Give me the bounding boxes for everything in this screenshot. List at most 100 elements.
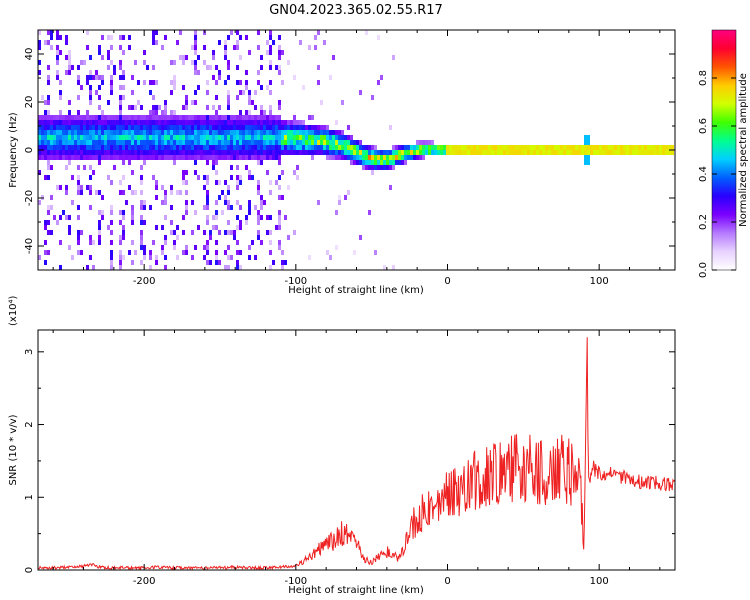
heatmap-cell [251,115,254,120]
heatmap-cell [287,145,290,150]
heatmap-cell [77,190,80,195]
heatmap-cell [362,165,365,170]
heatmap-cell [176,120,179,125]
heatmap-cell [665,145,668,150]
heatmap-cell [119,120,122,125]
heatmap-cell [80,145,83,150]
heatmap-cell [44,125,47,130]
heatmap-cell [176,150,179,155]
heatmap-cell [350,145,353,150]
heatmap-cell [38,145,41,150]
heatmap-cell [224,200,227,205]
heatmap-cell [218,120,221,125]
heatmap-cell [134,125,137,130]
heatmap-cell [77,95,80,100]
heatmap-cell [161,115,164,120]
heatmap-cell [236,225,239,230]
heatmap-cell [587,145,590,150]
snr-x-axis-label: Height of straight line (km) [288,585,424,596]
heatmap-cell [557,150,560,155]
heatmap-cell [236,175,239,180]
heatmap-cell [38,150,41,155]
heatmap-cell [173,135,176,140]
heatmap-cell [68,230,71,235]
heatmap-cell [191,115,194,120]
heatmap-cell [65,115,68,120]
heatmap-cell [77,240,80,245]
heatmap-cell [218,195,221,200]
heatmap-cell [206,145,209,150]
heatmap-cell [131,140,134,145]
heatmap-cell [668,145,671,150]
heatmap-cell [569,145,572,150]
heatmap-cell [131,210,134,215]
heatmap-cell [152,105,155,110]
heatmap-cell [215,250,218,255]
heatmap-cell [182,55,185,60]
heatmap-cell [149,250,152,255]
heatmap-cell [152,145,155,150]
heatmap-cell [56,45,59,50]
heatmap-cell [215,120,218,125]
heatmap-cell [212,160,215,165]
heatmap-cell [248,155,251,160]
heatmap-cell [149,110,152,115]
heatmap-cell [77,125,80,130]
heatmap-cell [347,125,350,130]
heatmap-cell [329,150,332,155]
y-tick-label: 0 [24,567,35,573]
heatmap-cell [641,150,644,155]
heatmap-cell [44,145,47,150]
heatmap-cell [149,155,152,160]
heatmap-cell [68,245,71,250]
heatmap-cell [341,155,344,160]
heatmap-cell [251,240,254,245]
heatmap-cell [107,225,110,230]
heatmap-cell [230,175,233,180]
heatmap-cell [62,125,65,130]
heatmap-cell [284,145,287,150]
heatmap-cell [110,265,113,270]
heatmap-cell [89,75,92,80]
heatmap-cell [62,210,65,215]
heatmap-cell [218,230,221,235]
heatmap-cell [68,140,71,145]
heatmap-cell [257,160,260,165]
heatmap-cell [125,150,128,155]
heatmap-cell [194,155,197,160]
heatmap-cell [527,145,530,150]
heatmap-cell [92,170,95,175]
heatmap-cell [263,110,266,115]
heatmap-cell [38,130,41,135]
heatmap-cell [68,55,71,60]
heatmap-cell [104,135,107,140]
heatmap-cell [185,125,188,130]
heatmap-cell [524,150,527,155]
heatmap-cell [131,155,134,160]
heatmap-cell [149,135,152,140]
heatmap-cell [353,150,356,155]
heatmap-cell [365,30,368,35]
heatmap-cell [131,115,134,120]
heatmap-cell [245,120,248,125]
heatmap-cell [101,75,104,80]
heatmap-cell [47,75,50,80]
heatmap-cell [206,190,209,195]
heatmap-cell [521,145,524,150]
heatmap-cell [206,240,209,245]
heatmap-cell [254,150,257,155]
snr-y-axis-label: SNR (10 * v/v) [8,414,19,485]
heatmap-cell [215,210,218,215]
heatmap-cell [56,60,59,65]
heatmap-cell [53,140,56,145]
heatmap-cell [236,265,239,270]
heatmap-cell [71,255,74,260]
heatmap-cell [134,130,137,135]
heatmap-cell [515,150,518,155]
heatmap-cell [272,145,275,150]
heatmap-cell [257,220,260,225]
heatmap-cell [53,155,56,160]
heatmap-cell [503,150,506,155]
heatmap-cell [44,135,47,140]
heatmap-cell [80,190,83,195]
